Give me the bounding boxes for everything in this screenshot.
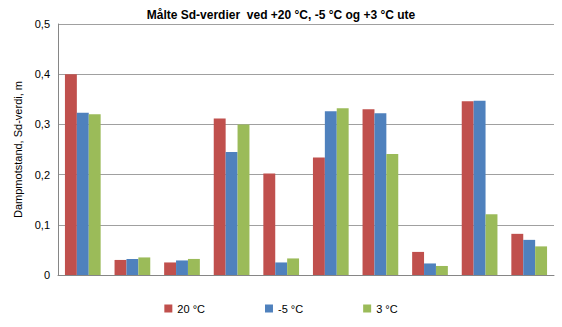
svg-text:0,2: 0,2 xyxy=(35,169,50,181)
svg-text:0: 0 xyxy=(44,269,50,281)
svg-text:0,4: 0,4 xyxy=(35,68,50,80)
svg-text:3 °C: 3 °C xyxy=(376,303,398,315)
svg-text:0,3: 0,3 xyxy=(35,118,50,130)
svg-text:20 °C: 20 °C xyxy=(177,303,205,315)
svg-text:0,5: 0,5 xyxy=(35,18,50,30)
svg-text:Dampmotstand, Sd-verdi, m: Dampmotstand, Sd-verdi, m xyxy=(12,81,24,218)
svg-text:0,1: 0,1 xyxy=(35,219,50,231)
svg-text:Målte Sd-verdier ved +20 °C,: Målte Sd-verdier ved +20 °C, -5 °C og +3… xyxy=(147,8,416,22)
svg-text:-5 °C: -5 °C xyxy=(278,303,303,315)
